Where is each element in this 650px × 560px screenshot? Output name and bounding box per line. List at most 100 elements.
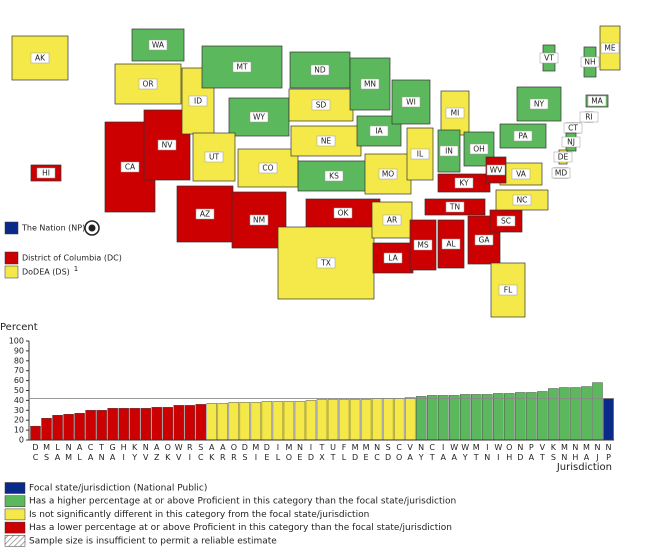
bar [162,407,173,441]
bar [151,407,162,441]
state-label-box [445,201,465,213]
state-label-box [401,96,421,108]
y-tick-label: 30 [14,406,24,415]
state-label: NH [584,58,595,67]
bar [118,408,129,441]
x-tick-label: DE [262,443,271,463]
state-label-box [512,194,532,206]
state-label-box [360,78,380,90]
state-label: LA [388,254,398,263]
state-label: MD [555,169,567,178]
bar [228,402,240,441]
bar [184,405,195,441]
state-label-box [30,52,50,64]
state-label: NY [534,100,545,109]
bar [581,386,592,441]
x-tick-label: AZ [152,443,161,463]
state-label: MN [364,80,376,89]
x-tick-label: MI [251,443,260,463]
x-tick-label: FL [340,443,349,463]
bar [261,401,273,441]
legend-swatch [4,508,26,521]
state-label-box [378,168,398,180]
x-tick-label: NC [373,443,382,463]
state-label: IN [445,147,453,156]
legend-swatch [4,221,19,235]
state-label-box [413,239,433,251]
state-label: AK [35,54,46,63]
x-tick-label: NY [417,443,426,463]
y-tick-label: 70 [14,366,24,375]
state-label-box [441,238,461,250]
x-tick-label: WV [174,443,183,463]
bar [493,393,504,441]
x-tick-label: OR [229,443,238,463]
legend-label: Has a higher percentage at or above Prof… [29,497,456,507]
state-label: ID [194,97,202,106]
bar [63,414,74,441]
state-label-box [36,167,56,179]
state-label: CO [262,164,273,173]
bar [338,399,350,441]
state-label: HI [42,169,50,178]
state-label: OK [338,209,350,218]
state-label-box [496,215,516,227]
x-tick-label: AL [75,443,84,463]
x-tick-label: TN [97,443,106,463]
bar [426,395,438,441]
legend-label: Focal state/jurisdiction (National Publi… [29,484,207,494]
state-label: PA [518,132,528,141]
state-label-box [148,39,168,51]
bar [239,402,251,441]
bar [85,410,96,441]
state-label: NJ [567,138,575,147]
x-tick-label: VT [538,443,547,463]
y-tick-label: 90 [14,346,24,355]
state-label-box [383,252,403,264]
state-label-box [120,161,140,173]
state-label: OR [142,80,153,89]
state-label: DE [558,153,569,162]
state-label-box [324,170,344,182]
bar [30,425,41,441]
bar [52,415,63,441]
x-tick-label: SD [384,443,393,463]
bar [382,398,394,441]
x-tick-label: AK [207,443,216,463]
state-label: MO [382,170,394,179]
x-tick-label: OH [505,443,514,463]
bar [504,393,515,441]
bar [526,392,537,441]
map: WA OR CA NV ID MT WY UT AZ NM CO ND SD NE KS OK TX MN IA MO… [4,25,621,318]
bar [316,399,328,441]
x-tick-label: PA [527,443,536,463]
x-tick-label: VA [406,443,415,463]
state-label: FL [504,286,513,295]
y-tick-label: 20 [14,416,24,425]
bar [74,413,85,441]
x-tick-label: MO [284,443,293,463]
bar [570,387,581,441]
bar [272,401,284,441]
nation-icon-dot [88,224,96,232]
state-label-box [382,214,402,226]
state-label-box [195,208,215,220]
state-label-box [316,135,336,147]
state-label: NV [162,141,174,150]
state-label-box [310,64,330,76]
x-tick-label: ME [362,443,371,463]
state-label-box [188,95,208,107]
x-tick-label: DC [31,443,40,463]
y-axis-label: Percent [0,322,38,333]
state-label: AR [387,216,397,225]
x-tick-label: MS [42,443,51,463]
state-label-box [486,164,506,176]
state-label-box [561,136,581,148]
state-label-box [474,234,494,246]
x-tick-label: MD [351,443,360,463]
state-label-box [333,207,353,219]
state-label-box [311,99,331,111]
bar [515,392,526,441]
x-tick-label: MT [472,443,481,463]
